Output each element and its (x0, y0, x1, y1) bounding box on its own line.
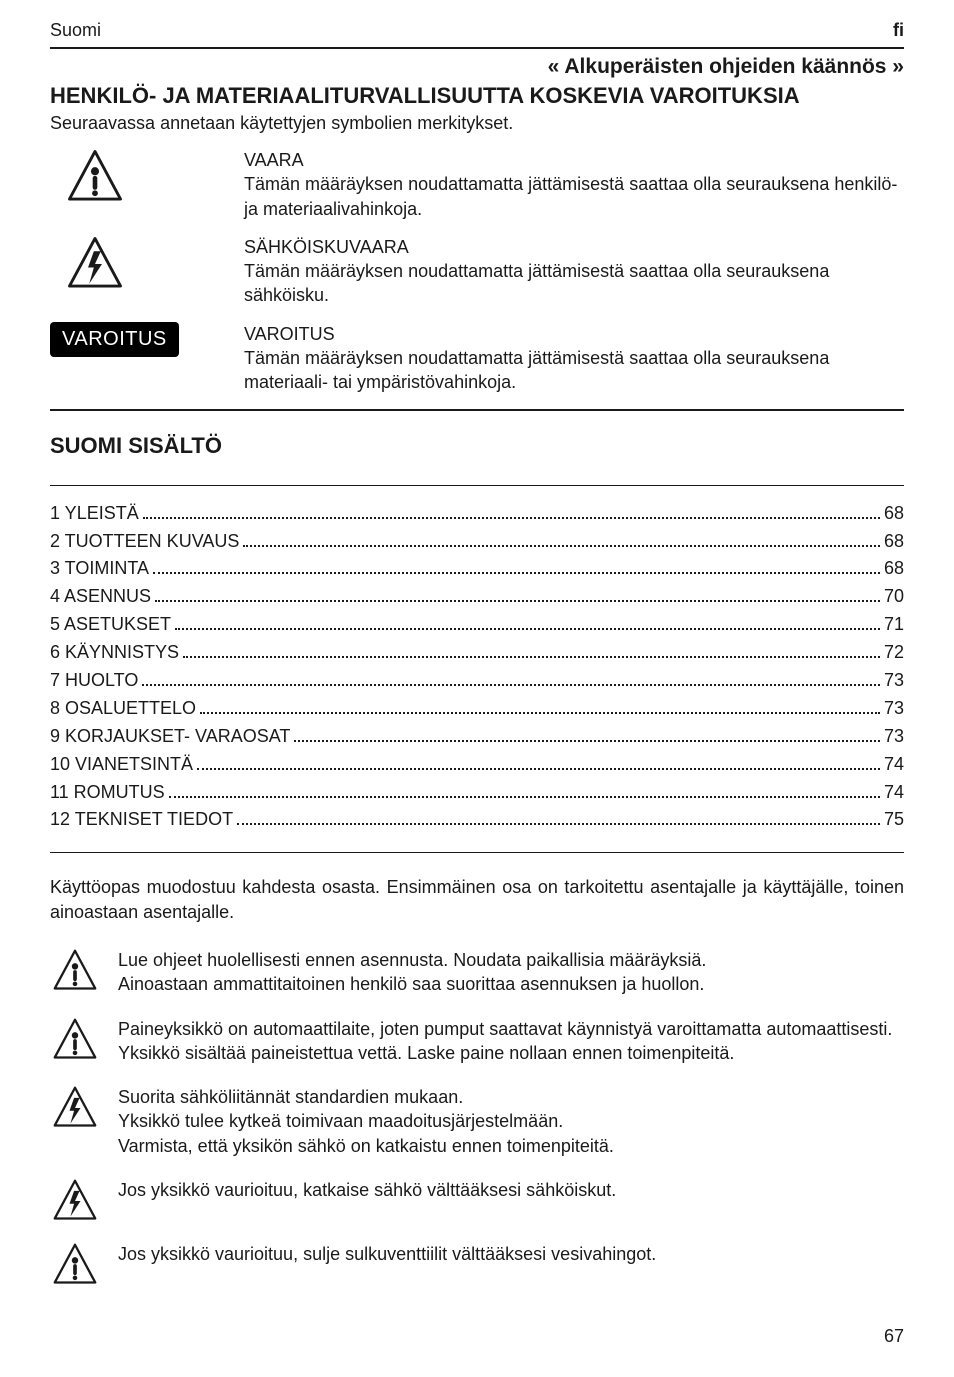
body-paragraph: Käyttöopas muodostuu kahdesta osasta. En… (50, 875, 904, 924)
danger-icon (52, 1242, 98, 1286)
translation-note: « Alkuperäisten ohjeiden käännös » (50, 55, 904, 79)
toc-page: 74 (884, 779, 904, 807)
note-text: Lue ohjeet huolellisesti ennen asennusta… (118, 948, 904, 997)
toc-label: 10 VIANETSINTÄ (50, 751, 193, 779)
toc-label: 12 TEKNISET TIEDOT (50, 806, 233, 834)
toc-page: 75 (884, 806, 904, 834)
warning-symbol: VAROITUS (50, 322, 190, 357)
toc-row: 9 KORJAUKSET- VARAOSAT 73 (50, 723, 904, 751)
page-header: Suomi fi (50, 20, 904, 41)
warning-row: SÄHKÖISKUVAARATämän määräyksen noudattam… (50, 235, 904, 308)
warning-title: SÄHKÖISKUVAARA (244, 235, 904, 259)
warning-title: VAROITUS (244, 322, 904, 346)
warning-text: VAROITUSTämän määräyksen noudattamatta j… (244, 322, 904, 395)
toc-leader (294, 726, 880, 742)
toc-row: 3 TOIMINTA 68 (50, 555, 904, 583)
page-number: 67 (50, 1326, 904, 1347)
toc-page: 71 (884, 611, 904, 639)
toc-page: 73 (884, 667, 904, 695)
toc-label: 11 ROMUTUS (50, 779, 165, 807)
toc-label: 8 OSALUETTELO (50, 695, 196, 723)
toc-page: 73 (884, 723, 904, 751)
toc-leader (243, 530, 880, 546)
toc-row: 1 YLEISTÄ 68 (50, 500, 904, 528)
toc-label: 4 ASENNUS (50, 583, 151, 611)
toc-label: 7 HUOLTO (50, 667, 138, 695)
shock-icon (66, 235, 124, 291)
toc-leader (175, 614, 880, 630)
toc-page: 68 (884, 500, 904, 528)
warning-title: VAARA (244, 148, 904, 172)
language-code: fi (893, 20, 904, 41)
warning-text: VAARATämän määräyksen noudattamatta jätt… (244, 148, 904, 221)
note-symbol (50, 948, 100, 992)
toc-leader (143, 502, 880, 518)
toc-label: 6 KÄYNNISTYS (50, 639, 179, 667)
note-symbol (50, 1242, 100, 1286)
toc-row: 6 KÄYNNISTYS 72 (50, 639, 904, 667)
header-rule (50, 47, 904, 49)
warning-definitions: VAARATämän määräyksen noudattamatta jätt… (50, 148, 904, 395)
toc-row: 5 ASETUKSET 71 (50, 611, 904, 639)
warning-text: SÄHKÖISKUVAARATämän määräyksen noudattam… (244, 235, 904, 308)
toc-label: 5 ASETUKSET (50, 611, 171, 639)
note-row: Jos yksikkö vaurioituu, katkaise sähkö v… (50, 1178, 904, 1222)
toc-page: 68 (884, 555, 904, 583)
toc-row: 4 ASENNUS 70 (50, 583, 904, 611)
note-text: Suorita sähköliitännät standardien mukaa… (118, 1085, 904, 1158)
shock-icon (52, 1085, 98, 1129)
danger-icon (52, 1017, 98, 1061)
toc-label: 2 TUOTTEEN KUVAUS (50, 528, 239, 556)
danger-icon (66, 148, 124, 204)
toc-heading: SUOMI SISÄLTÖ (50, 433, 904, 459)
varoitus-pill: VAROITUS (50, 322, 179, 357)
toc-row: 7 HUOLTO 73 (50, 667, 904, 695)
note-row: Paineyksikkö on automaattilaite, joten p… (50, 1017, 904, 1066)
note-text: Jos yksikkö vaurioituu, sulje sulkuventt… (118, 1242, 904, 1266)
toc-page: 72 (884, 639, 904, 667)
toc-page: 73 (884, 695, 904, 723)
toc-leader (169, 781, 880, 797)
table-of-contents: 1 YLEISTÄ682 TUOTTEEN KUVAUS683 TOIMINTA… (50, 500, 904, 835)
warning-symbol (50, 235, 190, 291)
toc-leader (237, 809, 880, 825)
toc-label: 1 YLEISTÄ (50, 500, 139, 528)
intro-text: Seuraavassa annetaan käytettyjen symboli… (50, 113, 904, 134)
toc-leader (155, 586, 880, 602)
main-heading: HENKILÖ- JA MATERIAALITURVALLISUUTTA KOS… (50, 83, 904, 109)
shock-icon (52, 1178, 98, 1222)
toc-page: 70 (884, 583, 904, 611)
toc-leader (200, 698, 880, 714)
toc-row: 8 OSALUETTELO 73 (50, 695, 904, 723)
toc-page: 68 (884, 528, 904, 556)
warning-row: VAROITUSVAROITUSTämän määräyksen noudatt… (50, 322, 904, 395)
warning-symbol (50, 148, 190, 204)
note-symbol (50, 1085, 100, 1129)
toc-row: 10 VIANETSINTÄ 74 (50, 751, 904, 779)
note-text: Jos yksikkö vaurioituu, katkaise sähkö v… (118, 1178, 904, 1202)
toc-leader (153, 558, 880, 574)
danger-icon (52, 948, 98, 992)
toc-rule-bottom (50, 852, 904, 853)
warning-row: VAARATämän määräyksen noudattamatta jätt… (50, 148, 904, 221)
toc-row: 12 TEKNISET TIEDOT 75 (50, 806, 904, 834)
toc-leader (183, 642, 880, 658)
safety-notes: Lue ohjeet huolellisesti ennen asennusta… (50, 948, 904, 1286)
toc-page: 74 (884, 751, 904, 779)
note-row: Jos yksikkö vaurioituu, sulje sulkuventt… (50, 1242, 904, 1286)
language-name: Suomi (50, 20, 101, 41)
note-symbol (50, 1178, 100, 1222)
note-text: Paineyksikkö on automaattilaite, joten p… (118, 1017, 904, 1066)
toc-row: 2 TUOTTEEN KUVAUS 68 (50, 528, 904, 556)
note-row: Suorita sähköliitännät standardien mukaa… (50, 1085, 904, 1158)
note-row: Lue ohjeet huolellisesti ennen asennusta… (50, 948, 904, 997)
toc-leader (197, 754, 880, 770)
toc-label: 3 TOIMINTA (50, 555, 149, 583)
section-rule-1 (50, 409, 904, 411)
toc-label: 9 KORJAUKSET- VARAOSAT (50, 723, 290, 751)
toc-leader (142, 670, 880, 686)
note-symbol (50, 1017, 100, 1061)
toc-row: 11 ROMUTUS 74 (50, 779, 904, 807)
